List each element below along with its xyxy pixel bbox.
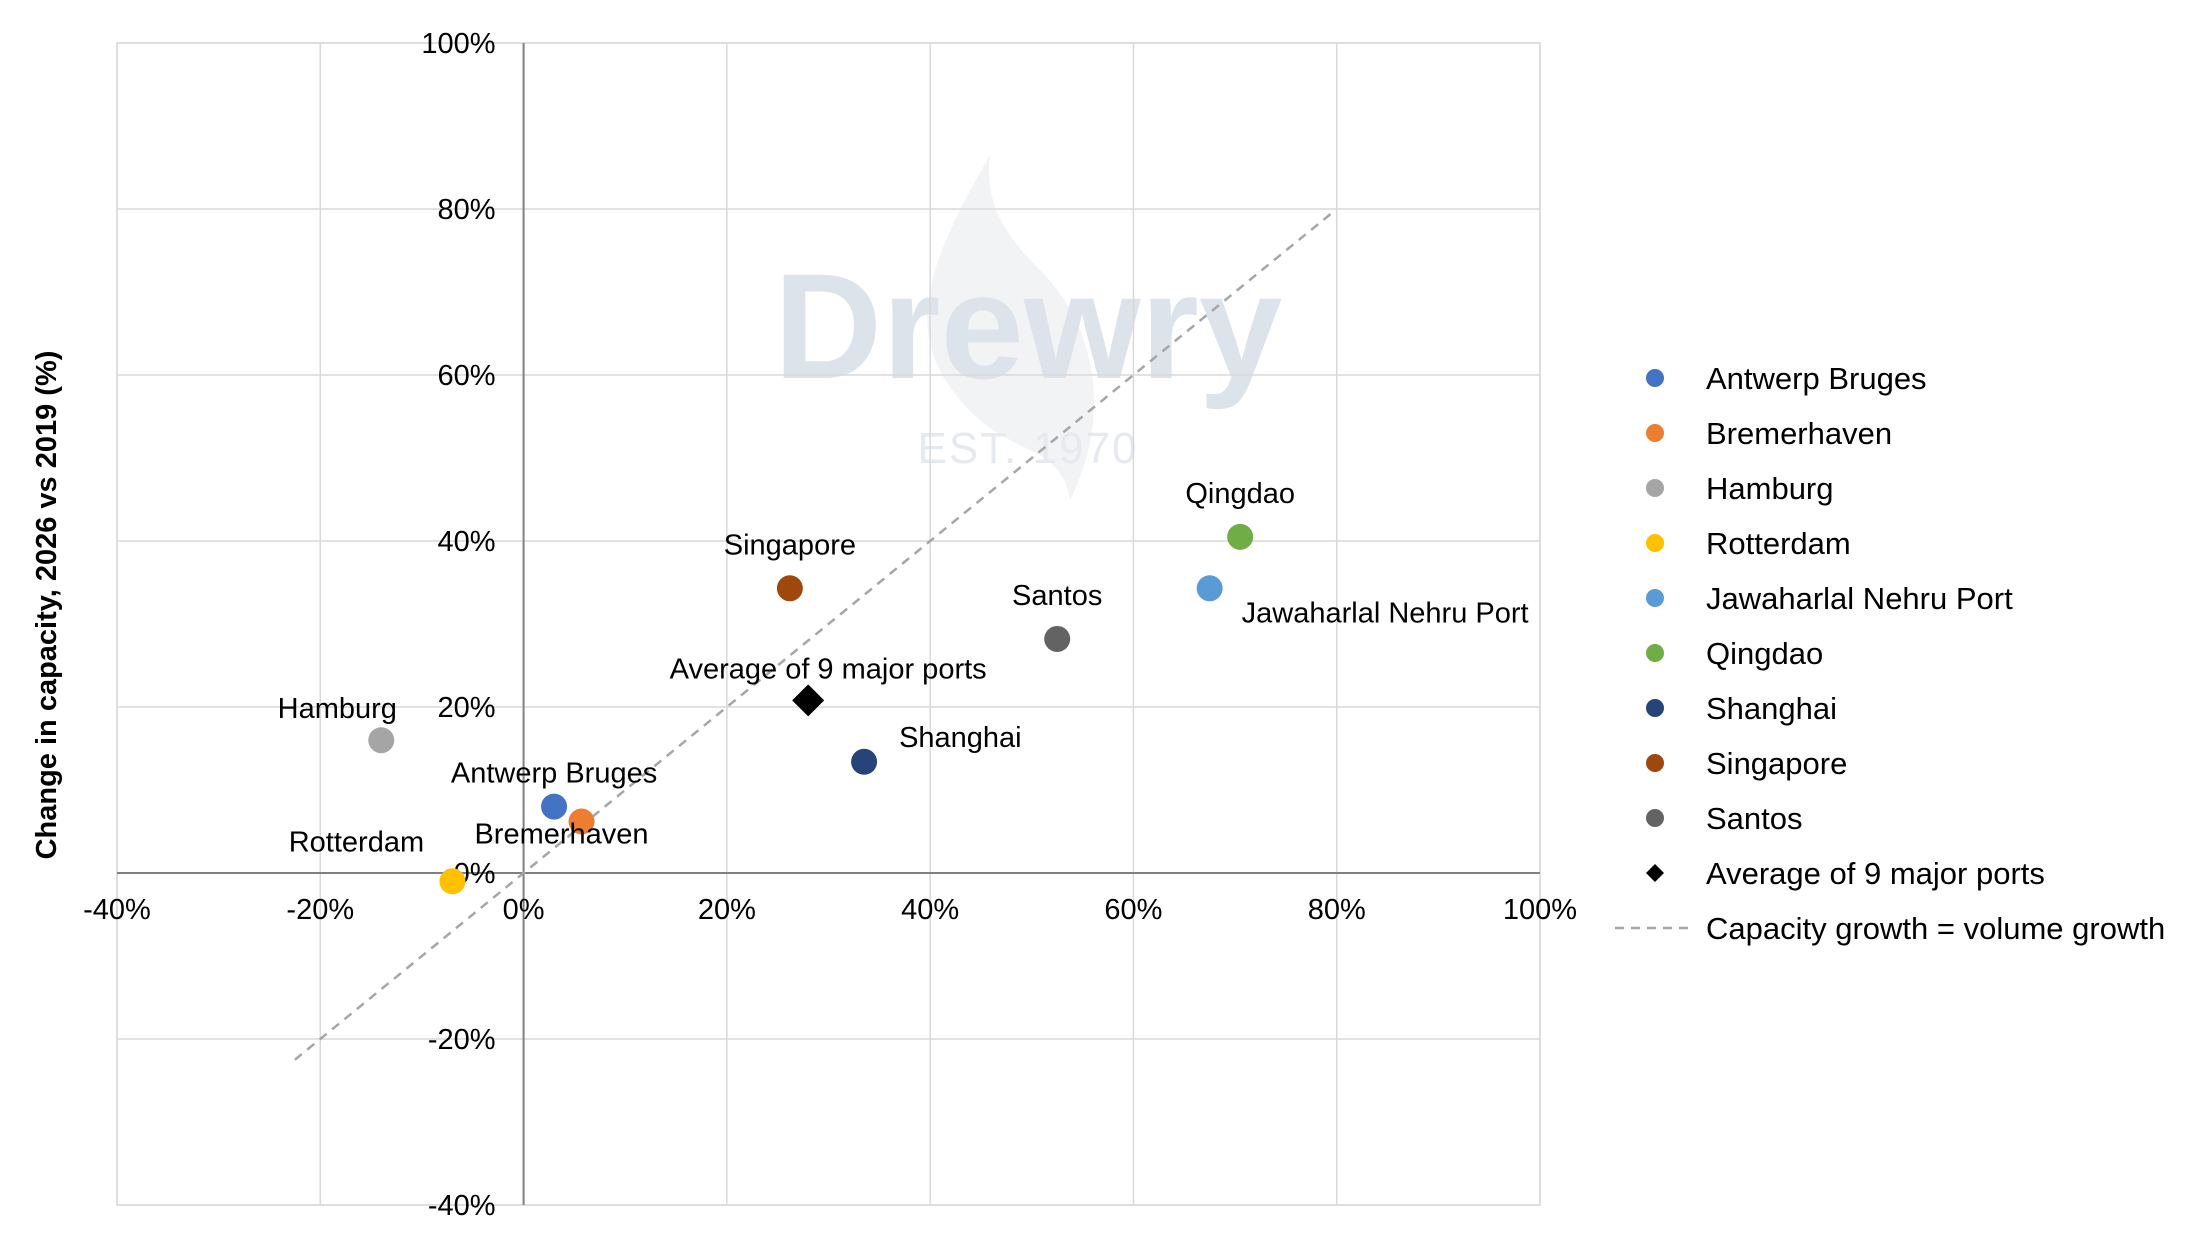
data-label: Antwerp Bruges	[451, 758, 657, 790]
x-tick-label: 0%	[503, 894, 545, 926]
x-tick-label: 40%	[901, 894, 959, 926]
watermark-est: EST. 1970	[917, 424, 1138, 473]
y-tick-label: 40%	[438, 526, 496, 558]
legend-entry: Qingdao	[1706, 636, 1823, 671]
legend-entry: Shanghai	[1706, 691, 1837, 726]
data-label: Santos	[1012, 580, 1102, 612]
data-label: Bremerhaven	[474, 819, 648, 851]
legend-marker-diamond	[1646, 864, 1664, 882]
x-tick-label: 80%	[1308, 894, 1366, 926]
y-tick-label: 20%	[438, 692, 496, 724]
legend-marker	[1646, 369, 1664, 387]
data-point	[1196, 575, 1223, 602]
legend-entry: Santos	[1706, 801, 1803, 836]
legend-entry: Average of 9 major ports	[1706, 856, 2045, 891]
data-label: Shanghai	[899, 722, 1022, 754]
legend-marker	[1646, 644, 1664, 662]
data-point	[851, 748, 878, 775]
y-axis-title: Change in capacity, 2026 vs 2019 (%)	[31, 351, 63, 860]
data-point	[568, 808, 595, 835]
legend-marker	[1646, 534, 1664, 552]
data-label: Singapore	[724, 529, 856, 561]
data-point	[439, 868, 466, 895]
y-tick-label: 80%	[438, 194, 496, 226]
flame-watermark-icon	[927, 155, 1094, 500]
legend-entry: Capacity growth = volume growth	[1706, 911, 2165, 946]
y-tick-label: 100%	[421, 28, 495, 60]
legend-entry: Antwerp Bruges	[1706, 361, 1927, 396]
y-tick-label: -20%	[428, 1024, 496, 1056]
x-tick-label: 20%	[698, 894, 756, 926]
tick-labels: -40% -20% 0% 20% 40% 60% 80% 100%-40%-20%0%20%4…	[83, 28, 1577, 1222]
legend-entry: Bremerhaven	[1706, 416, 1892, 451]
drewry-watermark: Drewry EST. 1970	[774, 155, 1283, 500]
y-tick-label: 60%	[438, 360, 496, 392]
y-tick-label: -40%	[428, 1190, 496, 1222]
data-points	[368, 523, 1254, 895]
legend-entry: Jawaharlal Nehru Port	[1706, 581, 2013, 616]
legend-marker	[1646, 809, 1664, 827]
data-point	[776, 575, 803, 602]
x-tick-label: -40%	[83, 894, 151, 926]
data-point	[1044, 625, 1071, 652]
data-label: Jawaharlal Nehru Port	[1242, 597, 1529, 629]
legend-marker	[1646, 754, 1664, 772]
data-label: Qingdao	[1185, 478, 1295, 510]
legend-entry: Singapore	[1706, 746, 1847, 781]
axes	[117, 43, 1540, 1205]
data-point	[368, 727, 395, 754]
watermark-brand: Drewry	[774, 242, 1283, 410]
x-tick-label: 60%	[1104, 894, 1162, 926]
data-label: Rotterdam	[289, 826, 424, 858]
x-tick-label: -20%	[286, 894, 354, 926]
legend-marker	[1646, 479, 1664, 497]
data-label: Hamburg	[278, 693, 397, 725]
data-point-diamond	[792, 684, 825, 717]
legend-marker	[1646, 589, 1664, 607]
data-point	[1227, 523, 1254, 550]
data-label: Average of 9 major ports	[670, 653, 987, 685]
data-labels: Antwerp Bruges Bremerhaven Hamburg Rotterda…	[278, 478, 1529, 858]
data-point	[541, 793, 568, 820]
legend-entry: Rotterdam	[1706, 526, 1851, 561]
legend-entry: Hamburg	[1706, 471, 1834, 506]
legend-marker	[1646, 699, 1664, 717]
x-tick-label: 100%	[1503, 894, 1577, 926]
legend: Antwerp Bruges Bremerhaven Hamburg Rotterda…	[1615, 361, 2165, 946]
legend-marker	[1646, 424, 1664, 442]
